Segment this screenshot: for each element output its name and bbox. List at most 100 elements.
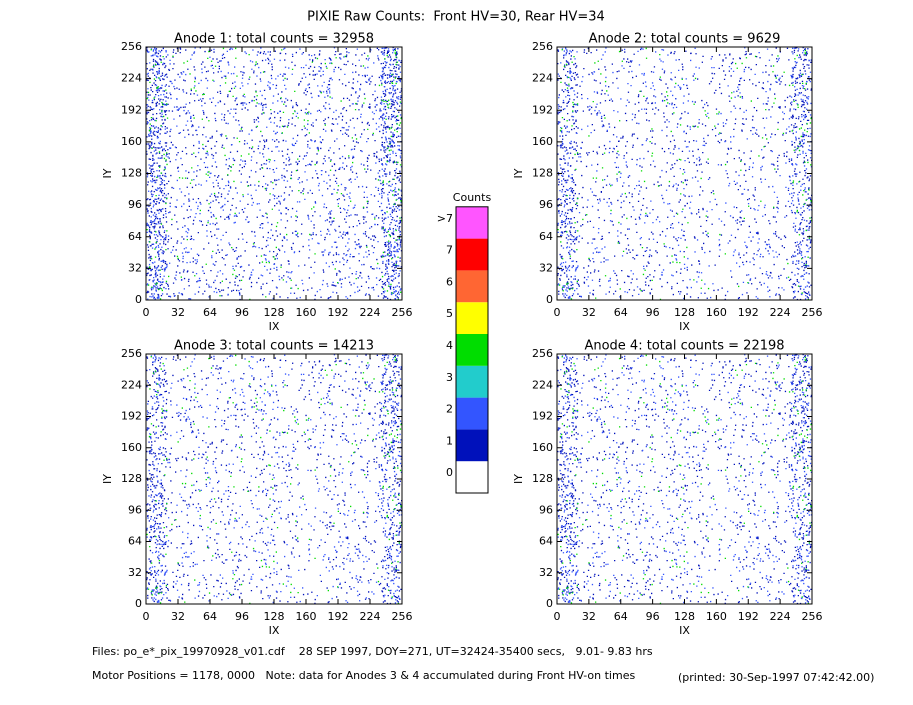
colorbar-swatch <box>456 397 488 430</box>
x-tick-label: 128 <box>264 306 285 319</box>
x-tick-label: 192 <box>328 610 349 623</box>
y-tick-label: 160 <box>121 441 142 454</box>
y-axis-label: IY <box>512 474 525 484</box>
x-tick-label: 224 <box>770 610 791 623</box>
x-tick-label: 160 <box>706 610 727 623</box>
y-tick-label: 192 <box>121 410 142 423</box>
footer-printed: (printed: 30-Sep-1997 07:42:42.00) <box>678 671 874 684</box>
x-tick-label: 32 <box>171 610 185 623</box>
figure-title: PIXIE Raw Counts: Front HV=30, Rear HV=3… <box>307 10 605 25</box>
panel-title: Anode 4: total counts = 22198 <box>584 339 784 354</box>
colorbar-label: 6 <box>446 275 453 288</box>
x-tick-label: 160 <box>296 610 317 623</box>
x-tick-label: 192 <box>738 610 759 623</box>
y-tick-label: 256 <box>121 40 142 53</box>
x-tick-label: 256 <box>802 306 823 319</box>
colorbar-swatch <box>456 270 488 303</box>
y-axis-label: IY <box>512 168 525 178</box>
y-tick-label: 64 <box>128 230 142 243</box>
x-tick-label: 224 <box>360 610 381 623</box>
x-tick-label: 96 <box>646 610 660 623</box>
y-tick-label: 256 <box>121 347 142 360</box>
colorbar-label: 1 <box>446 434 453 447</box>
y-tick-label: 32 <box>539 261 553 274</box>
x-axis-label: IX <box>679 320 690 333</box>
y-tick-label: 96 <box>128 198 142 211</box>
x-tick-label: 32 <box>171 306 185 319</box>
x-tick-label: 160 <box>706 306 727 319</box>
y-tick-label: 128 <box>532 472 553 485</box>
x-tick-label: 224 <box>770 306 791 319</box>
x-tick-label: 256 <box>392 610 413 623</box>
colorbar-title: Counts <box>453 191 492 204</box>
x-tick-label: 64 <box>203 610 217 623</box>
x-tick-label: 32 <box>582 306 596 319</box>
y-tick-label: 64 <box>539 535 553 548</box>
colorbar-label: 4 <box>446 339 453 352</box>
y-tick-label: 224 <box>121 378 142 391</box>
y-tick-label: 0 <box>546 597 553 610</box>
x-axis-label: IX <box>269 624 280 637</box>
footer-files: Files: po_e*_pix_19970928_v01.cdf 28 SEP… <box>92 645 653 658</box>
y-tick-label: 256 <box>532 347 553 360</box>
x-axis-label: IX <box>679 624 690 637</box>
colorbar-swatch <box>456 429 488 462</box>
colorbar-label: >7 <box>437 212 453 225</box>
x-axis-label: IX <box>269 320 280 333</box>
x-tick-label: 64 <box>614 610 628 623</box>
y-tick-label: 96 <box>539 198 553 211</box>
colorbar-swatch <box>456 334 488 366</box>
x-tick-label: 0 <box>554 610 561 623</box>
colorbar-label: 0 <box>446 466 453 479</box>
y-tick-label: 224 <box>121 72 142 85</box>
colorbar-swatch <box>456 461 488 493</box>
x-tick-label: 128 <box>264 610 285 623</box>
x-tick-label: 192 <box>328 306 349 319</box>
y-tick-label: 0 <box>135 597 142 610</box>
y-axis-label: IY <box>101 168 114 178</box>
x-tick-label: 96 <box>235 610 249 623</box>
y-tick-label: 192 <box>532 103 553 116</box>
x-tick-label: 64 <box>203 306 217 319</box>
x-tick-label: 160 <box>296 306 317 319</box>
x-tick-label: 96 <box>646 306 660 319</box>
x-tick-label: 96 <box>235 306 249 319</box>
y-tick-label: 224 <box>532 378 553 391</box>
panel-title: Anode 3: total counts = 14213 <box>174 339 374 354</box>
y-tick-label: 192 <box>532 410 553 423</box>
x-tick-label: 256 <box>392 306 413 319</box>
colorbar-swatch <box>456 365 488 398</box>
y-axis-label: IY <box>101 474 114 484</box>
y-tick-label: 32 <box>128 261 142 274</box>
y-tick-label: 64 <box>128 535 142 548</box>
y-tick-label: 160 <box>121 135 142 148</box>
x-tick-label: 0 <box>143 610 150 623</box>
x-tick-label: 256 <box>802 610 823 623</box>
colorbar-label: 7 <box>446 244 453 257</box>
footer-note: Motor Positions = 1178, 0000 Note: data … <box>92 669 635 682</box>
x-tick-label: 32 <box>582 610 596 623</box>
y-tick-label: 96 <box>128 503 142 516</box>
panel-title: Anode 1: total counts = 32958 <box>174 32 374 47</box>
y-tick-label: 192 <box>121 103 142 116</box>
y-tick-label: 128 <box>121 167 142 180</box>
colorbar-label: 5 <box>446 307 453 320</box>
y-tick-label: 128 <box>121 472 142 485</box>
y-tick-label: 64 <box>539 230 553 243</box>
colorbar-swatch <box>456 302 488 334</box>
y-tick-label: 128 <box>532 167 553 180</box>
x-tick-label: 0 <box>554 306 561 319</box>
x-tick-label: 128 <box>674 610 695 623</box>
colorbar-frame <box>455 206 489 494</box>
x-tick-label: 128 <box>674 306 695 319</box>
y-tick-label: 256 <box>532 40 553 53</box>
y-tick-label: 96 <box>539 503 553 516</box>
y-tick-label: 160 <box>532 441 553 454</box>
x-tick-label: 192 <box>738 306 759 319</box>
x-tick-label: 0 <box>143 306 150 319</box>
x-tick-label: 224 <box>360 306 381 319</box>
y-tick-label: 0 <box>546 293 553 306</box>
colorbar-label: 3 <box>446 371 453 384</box>
